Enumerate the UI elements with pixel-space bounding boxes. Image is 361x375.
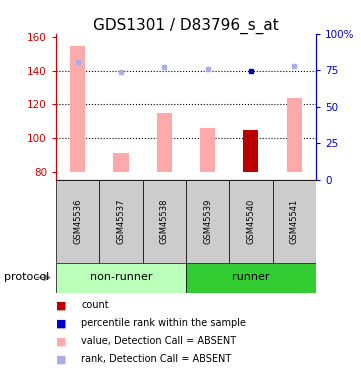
Text: ■: ■: [56, 354, 66, 364]
Bar: [143, 180, 186, 262]
Text: protocol: protocol: [4, 273, 49, 282]
Bar: [56, 262, 186, 292]
Text: GSM45540: GSM45540: [247, 199, 255, 244]
Bar: [99, 180, 143, 262]
Text: GSM45538: GSM45538: [160, 198, 169, 244]
Bar: [229, 180, 273, 262]
Text: rank, Detection Call = ABSENT: rank, Detection Call = ABSENT: [81, 354, 231, 364]
Text: runner: runner: [232, 273, 270, 282]
Text: ■: ■: [56, 300, 66, 310]
Text: count: count: [81, 300, 109, 310]
Bar: [157, 113, 172, 172]
Bar: [70, 45, 85, 172]
Bar: [200, 128, 215, 172]
Text: GSM45537: GSM45537: [117, 198, 125, 244]
Bar: [113, 153, 129, 172]
Text: value, Detection Call = ABSENT: value, Detection Call = ABSENT: [81, 336, 236, 346]
Title: GDS1301 / D83796_s_at: GDS1301 / D83796_s_at: [93, 18, 279, 34]
Text: percentile rank within the sample: percentile rank within the sample: [81, 318, 246, 328]
Bar: [273, 180, 316, 262]
Text: GSM45539: GSM45539: [203, 199, 212, 244]
Text: non-runner: non-runner: [90, 273, 152, 282]
Bar: [186, 180, 229, 262]
Text: GSM45536: GSM45536: [73, 198, 82, 244]
Text: ■: ■: [56, 318, 66, 328]
Bar: [56, 180, 99, 262]
Text: GSM45541: GSM45541: [290, 199, 299, 244]
Bar: [186, 262, 316, 292]
Bar: [287, 98, 302, 172]
Bar: [243, 130, 258, 172]
Text: ■: ■: [56, 336, 66, 346]
